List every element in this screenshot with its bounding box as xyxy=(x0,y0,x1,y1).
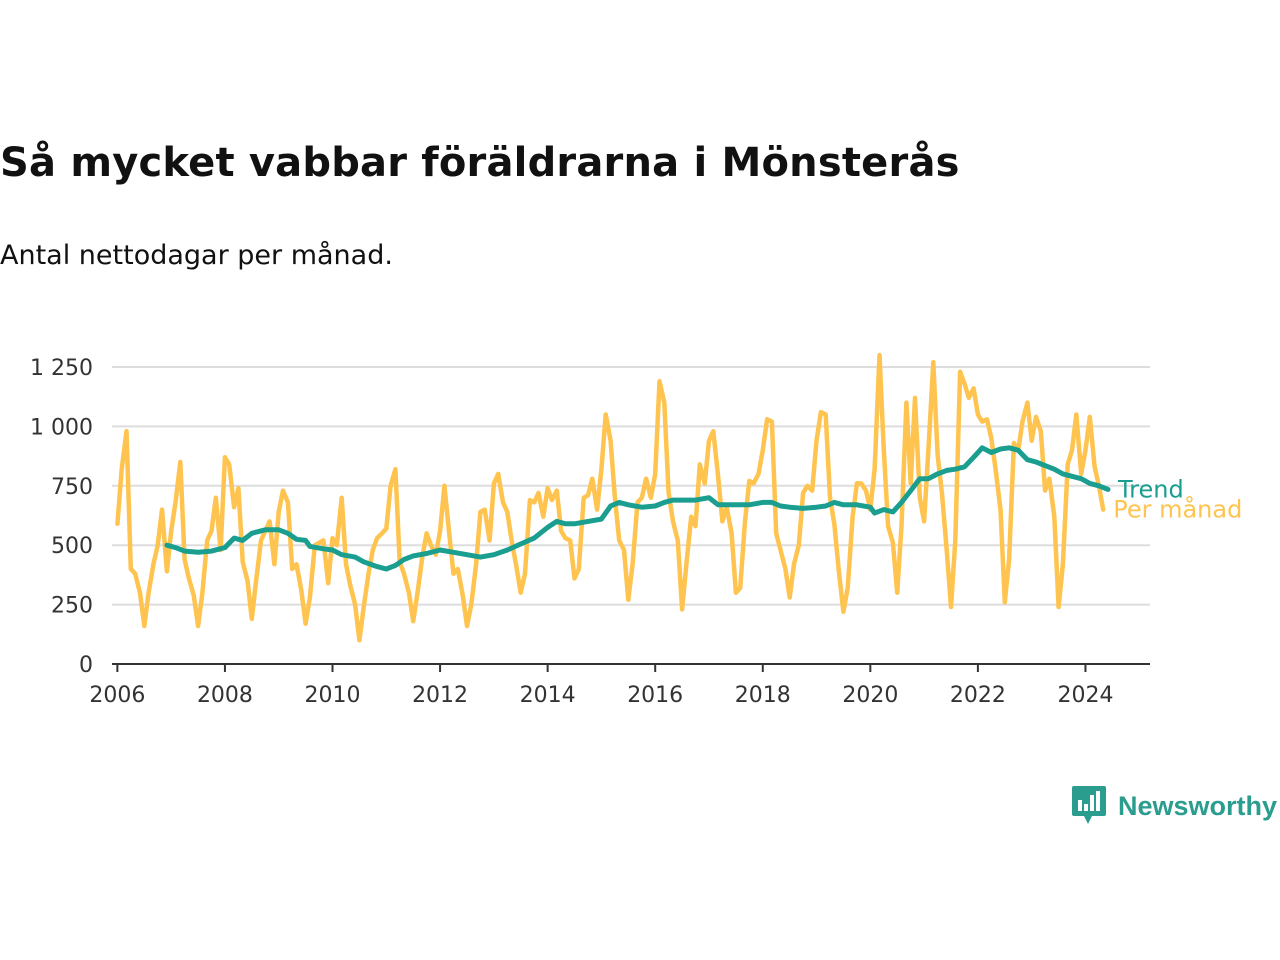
x-tick-label: 2006 xyxy=(89,683,145,708)
y-tick-label: 750 xyxy=(51,475,93,500)
y-tick-label: 500 xyxy=(51,534,93,559)
y-tick-label: 1 250 xyxy=(30,356,93,381)
x-axis: 2006 2008 2010 2012 2014 2016 2018 2020 2022 2024 xyxy=(89,663,1150,708)
y-axis: 0 250 500 750 1 000 1 250 xyxy=(30,356,93,678)
x-tick-label: 2018 xyxy=(735,683,791,708)
x-tick-label: 2010 xyxy=(305,683,361,708)
x-tick-label: 2020 xyxy=(842,683,898,708)
x-tick-label: 2022 xyxy=(950,683,1006,708)
brand-name: Newsworthy xyxy=(1118,790,1278,821)
x-tick-label: 2014 xyxy=(520,683,576,708)
series-label-trend: Trend xyxy=(1117,475,1184,503)
newsworthy-logo-icon xyxy=(1072,786,1106,824)
grid-lines xyxy=(112,366,1150,606)
x-tick-label: 2008 xyxy=(197,683,253,708)
x-tick-label: 2024 xyxy=(1057,683,1113,708)
series-line-per-m-nad xyxy=(115,352,1106,643)
chart-subtitle: Antal nettodagar per månad. xyxy=(0,240,393,271)
y-tick-label: 0 xyxy=(79,653,93,678)
series-label-per-m-nad: Per månad xyxy=(1113,495,1242,524)
series-lines xyxy=(115,352,1111,643)
x-tick-label: 2016 xyxy=(627,683,683,708)
chart-title: Så mycket vabbar föräldrarna i Mönsterås xyxy=(0,140,960,186)
series-line-trend xyxy=(164,445,1111,572)
y-tick-label: 250 xyxy=(51,594,93,619)
newsworthy-brand: Newsworthy xyxy=(1072,785,1277,827)
y-tick-label: 1 000 xyxy=(30,415,93,440)
x-tick-label: 2012 xyxy=(412,683,468,708)
